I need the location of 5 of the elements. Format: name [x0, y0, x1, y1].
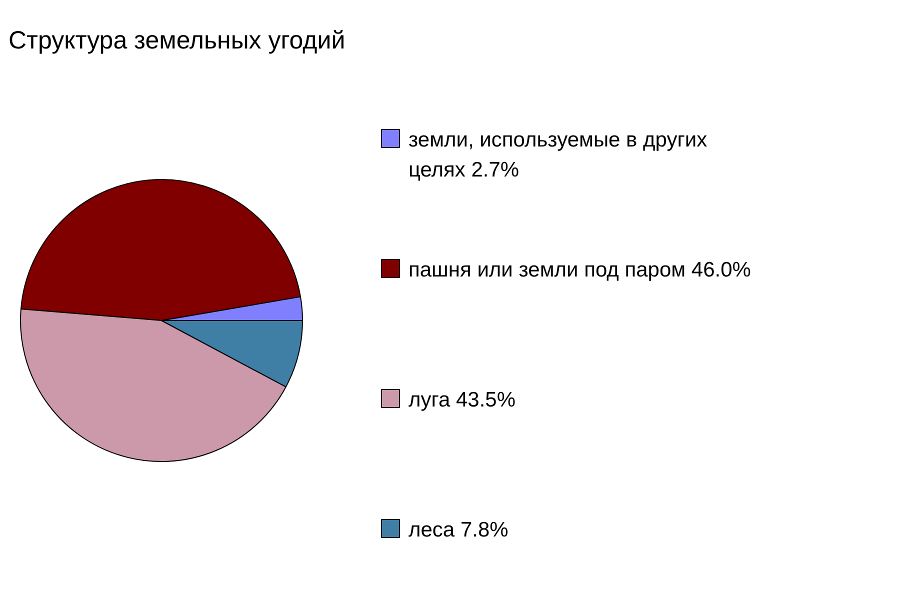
legend-label: леса 7.8%	[408, 518, 508, 542]
chart-title: Структура земельных угодий	[8, 26, 346, 54]
legend-label: луга 43.5%	[408, 388, 516, 412]
legend-label: земли, используемые в других целях 2.7%	[408, 128, 708, 182]
legend-label: пашня или земли под паром 46.0%	[408, 258, 751, 282]
